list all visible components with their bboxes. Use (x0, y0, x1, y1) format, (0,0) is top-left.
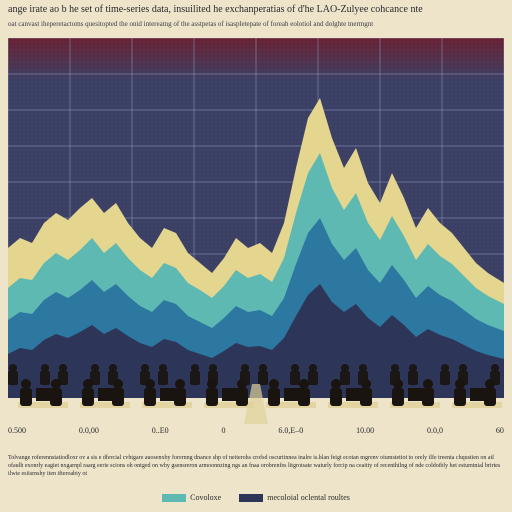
legend-item: Covoloxe (162, 493, 221, 502)
caption-text: Tolvange roferennstatiodloxr ov a sis e … (8, 454, 504, 478)
x-tick: 0..E0 (152, 426, 169, 440)
page-title: ange irate ao b he set of time-series da… (8, 4, 504, 16)
legend: Covoloxe mecoloial oclental roultes (0, 493, 512, 502)
x-tick: 10.00 (356, 426, 374, 440)
x-tick: 0.500 (8, 426, 26, 440)
legend-label: Covoloxe (190, 493, 221, 502)
x-tick: 0.0,00 (79, 426, 99, 440)
x-tick: 0 (222, 426, 226, 440)
x-axis: 0.500 0.0,00 0..E0 0 6.0,E–0 10.00 0.0,0 60 (8, 426, 504, 440)
figure: ange irate ao b he set of time-series da… (0, 0, 512, 512)
x-tick: 6.0,E–0 (278, 426, 303, 440)
audience-silhouette (8, 354, 504, 424)
legend-label: mecoloial oclental roultes (267, 493, 350, 502)
page-subtitle: oat canvast iheperetactoms quesitopted t… (8, 20, 504, 29)
legend-swatch (239, 494, 263, 502)
plot-svg (8, 38, 504, 398)
area-chart (8, 38, 504, 398)
legend-item: mecoloial oclental roultes (239, 493, 350, 502)
legend-swatch (162, 494, 186, 502)
x-tick: 0.0,0 (427, 426, 443, 440)
silhouette-svg (8, 354, 504, 424)
x-tick: 60 (496, 426, 504, 440)
